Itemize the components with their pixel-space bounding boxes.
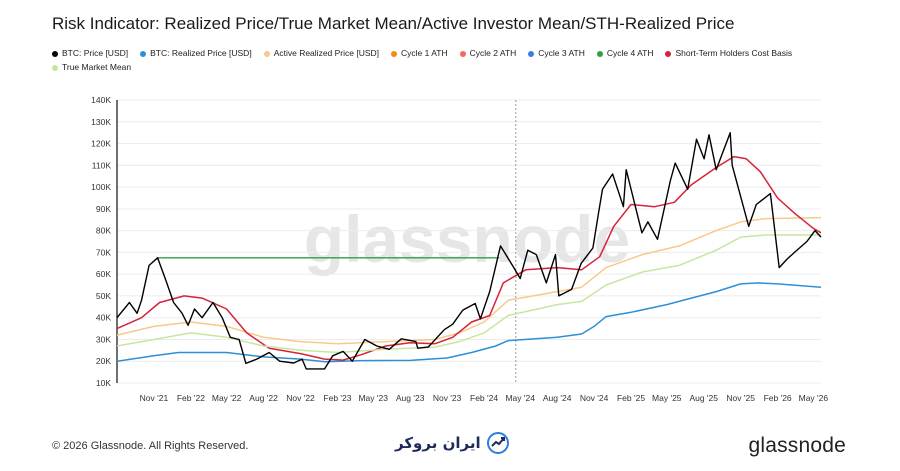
legend-item[interactable]: Cycle 3 ATH (528, 46, 585, 60)
x-tick-label: Feb '24 (470, 393, 498, 403)
x-tick-label: May '23 (358, 393, 388, 403)
x-tick-label: Feb '22 (177, 393, 205, 403)
legend-label: Short-Term Holders Cost Basis (675, 48, 793, 58)
legend-label: Cycle 1 ATH (401, 48, 448, 58)
x-axis: Nov '21 Feb '22 May '22 Aug '22 Nov '22 Feb '… (140, 393, 829, 403)
watermark: glassnode (304, 202, 630, 276)
legend-dot-icon (528, 50, 535, 57)
active-realized-price-usd-line (116, 216, 822, 345)
x-tick-label: Nov '23 (433, 393, 462, 403)
legend-item[interactable]: BTC: Price [USD] (52, 46, 128, 60)
y-tick-label: 20K (96, 356, 111, 366)
btc-price-usd-line (116, 131, 822, 370)
x-tick-label: Nov '25 (726, 393, 755, 403)
x-tick-label: Aug '25 (689, 393, 718, 403)
x-tick-label: May '25 (652, 393, 682, 403)
legend-label: BTC: Price [USD] (62, 48, 129, 58)
x-tick-label: Nov '22 (286, 393, 315, 403)
y-tick-label: 70K (96, 247, 111, 257)
y-tick-label: 130K (91, 117, 111, 127)
x-tick-label: Nov '21 (140, 393, 169, 403)
y-tick-label: 140K (91, 95, 111, 105)
annotations (157, 100, 517, 383)
legend-label: Cycle 3 ATH (538, 48, 585, 58)
y-tick-label: 120K (91, 139, 111, 149)
chart-title: Risk Indicator: Realized Price/True Mark… (52, 14, 735, 33)
copyright: © 2026 Glassnode. All Rights Reserved. (52, 440, 249, 452)
short-term-holders-cost-basis-line (116, 155, 822, 361)
y-tick-label: 100K (91, 182, 111, 192)
legend-item[interactable]: Active Realized Price [USD] (263, 46, 380, 60)
grid (117, 99, 821, 384)
legend-item[interactable]: True Market Mean (52, 60, 131, 74)
legend-dot-icon (391, 50, 398, 57)
brand-text: ایران بروکر (395, 434, 481, 452)
y-tick-label: 40K (96, 313, 111, 323)
y-tick-label: 10K (96, 378, 111, 388)
x-tick-label: Nov '24 (580, 393, 609, 403)
series-group (116, 131, 822, 370)
x-tick-label: Aug '22 (249, 393, 278, 403)
legend-dot-icon (459, 50, 466, 57)
x-tick-label: May '26 (799, 393, 829, 403)
legend: BTC: Price [USD] BTC: Realized Price [USD… (52, 46, 852, 74)
y-tick-label: 30K (96, 334, 111, 344)
y-tick-label: 80K (96, 226, 111, 236)
legend-item[interactable]: Cycle 1 ATH (391, 46, 448, 60)
legend-label: True Market Mean (62, 62, 132, 72)
y-tick-label: 110K (92, 160, 112, 170)
y-tick-label: 90K (96, 204, 111, 214)
legend-dot-icon (596, 50, 603, 57)
legend-item[interactable]: BTC: Realized Price [USD] (140, 46, 252, 60)
legend-dot-icon (52, 64, 58, 71)
x-tick-label: May '24 (505, 393, 535, 403)
legend-label: Cycle 4 ATH (606, 48, 654, 58)
y-tick-label: 50K (96, 291, 111, 301)
plot-area (117, 100, 821, 383)
x-tick-label: Feb '25 (617, 393, 645, 403)
legend-dot-icon (263, 50, 270, 57)
btc-realized-price-usd-line (116, 282, 822, 363)
legend-label: Active Realized Price [USD] (273, 48, 380, 58)
legend-item[interactable]: Short-Term Holders Cost Basis (665, 46, 792, 60)
legend-dot-icon (665, 50, 672, 57)
legend-dot-icon (52, 50, 58, 57)
x-tick-label: May '22 (212, 393, 242, 403)
x-tick-label: Aug '24 (543, 393, 572, 403)
chart-up-icon (486, 432, 509, 454)
legend-item[interactable]: Cycle 2 ATH (459, 46, 517, 60)
legend-label: BTC: Realized Price [USD] (150, 48, 252, 58)
x-tick-label: Aug '23 (396, 393, 425, 403)
legend-dot-icon (140, 50, 147, 57)
y-tick-label: 60K (96, 269, 111, 279)
x-tick-label: Feb '23 (323, 393, 351, 403)
legend-item[interactable]: Cycle 4 ATH (596, 46, 654, 60)
legend-label: Cycle 2 ATH (469, 48, 517, 58)
y-axis: 10K 20K 30K 40K 50K 60K 70K 80K 90K 100K 110K 120K 1… (91, 95, 118, 388)
glassnode-logo: glassnode (748, 434, 846, 457)
x-tick-label: Feb '26 (764, 393, 792, 403)
brand-logo: ایران بروکر (395, 432, 509, 454)
